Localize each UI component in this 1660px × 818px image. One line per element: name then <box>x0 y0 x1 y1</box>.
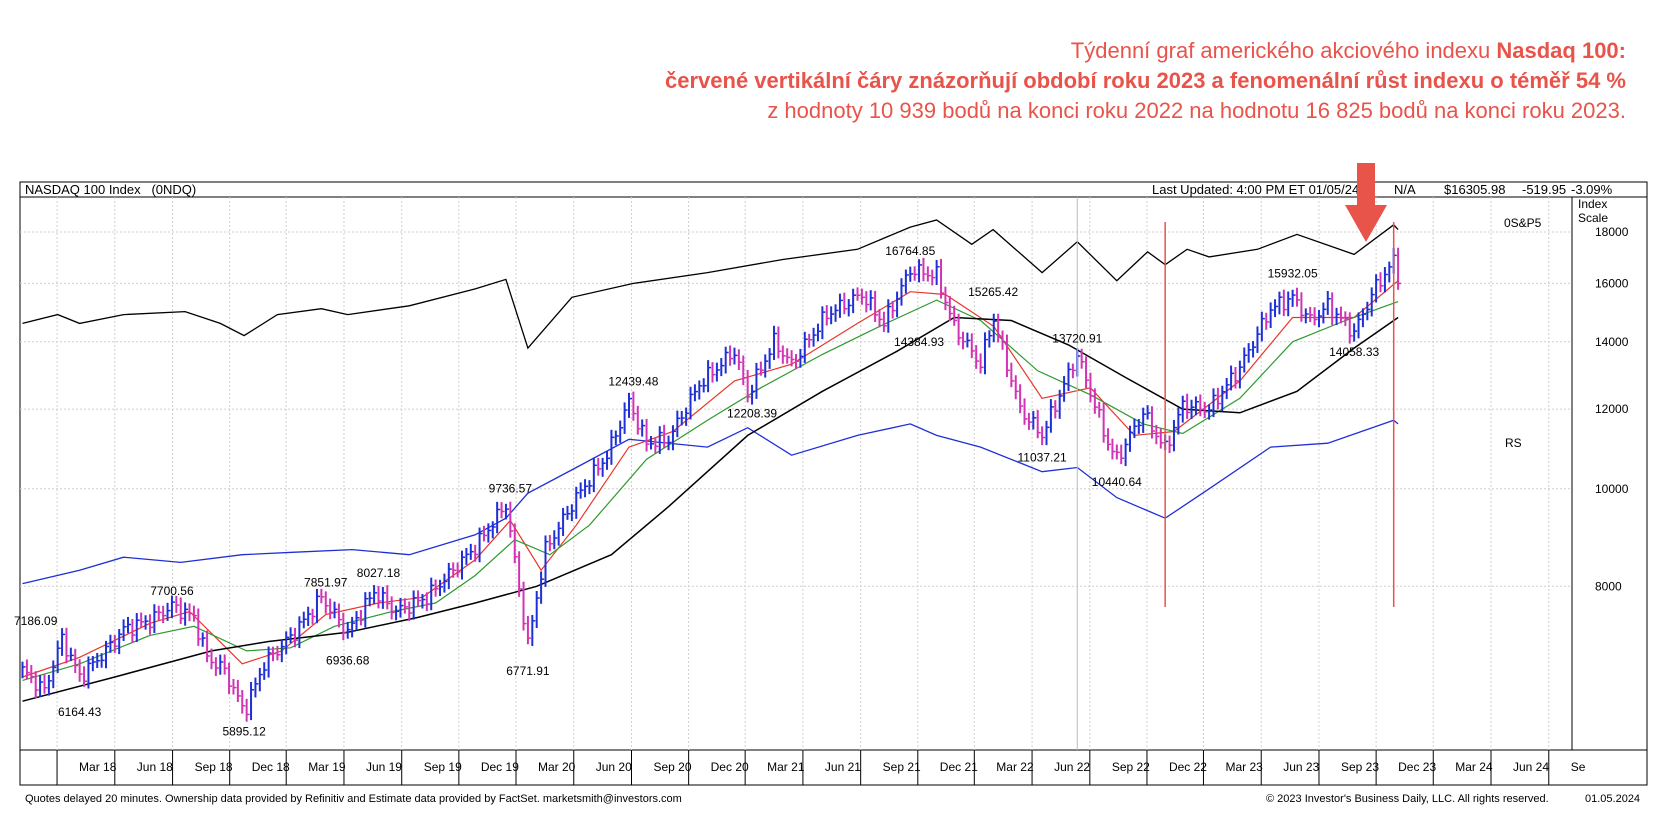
last-price: $16305.98 <box>1444 182 1505 197</box>
annotation-label: 9736.57 <box>489 481 533 495</box>
y-tick-label: 8000 <box>1595 579 1622 593</box>
x-tick-label: Mar 18 <box>79 760 117 774</box>
annotation-label: 12439.48 <box>608 374 658 388</box>
index-scale-label-2: Scale <box>1578 211 1608 225</box>
caption-line1: Týdenní graf amerického akciového indexu <box>1070 38 1497 63</box>
index-scale-label-1: Index <box>1578 197 1607 211</box>
annotation-label: 11037.21 <box>1018 451 1067 465</box>
price-change-pct: -3.09% <box>1571 182 1613 197</box>
na-value: N/A <box>1394 182 1416 197</box>
footer-date: 01.05.2024 <box>1585 793 1641 805</box>
caption-line3: z hodnoty 10 939 bodů na konci roku 2022… <box>767 98 1626 123</box>
x-tick-label: Sep 20 <box>654 760 692 774</box>
x-tick-label: Sep 18 <box>195 760 233 774</box>
annotation-label: 16764.85 <box>885 244 935 258</box>
x-axis: Mar 18 Jun 18 Sep 18 Dec 18 Mar 19 Jun 19 Sep … <box>56 750 1586 785</box>
series-group <box>21 219 1402 722</box>
annotation-label: 8027.18 <box>357 566 401 580</box>
x-tick-label: Dec 18 <box>252 760 290 774</box>
footer-copyright: © 2023 Investor's Business Daily, LLC. A… <box>1266 793 1549 805</box>
rs-line <box>22 419 1399 585</box>
x-tick-label: Jun 21 <box>825 760 861 774</box>
annotation-label: 15265.42 <box>968 285 1018 299</box>
x-tick-label: Sep 21 <box>883 760 921 774</box>
x-tick-label: Dec 19 <box>481 760 519 774</box>
y-tick-label: 10000 <box>1595 482 1629 496</box>
annotation-label: 6164.43 <box>58 705 102 719</box>
chart-caption: Týdenní graf amerického akciového indexu… <box>326 36 1626 126</box>
index-title: NASDAQ 100 Index (0NDQ) <box>25 182 196 197</box>
y-tick-label: 12000 <box>1595 402 1629 416</box>
x-tick-label: Sep 22 <box>1112 760 1150 774</box>
rs-label: RS <box>1505 436 1522 450</box>
x-tick-label: Mar 19 <box>308 760 346 774</box>
last-updated: Last Updated: 4:00 PM ET 01/05/24 <box>1152 182 1359 197</box>
annotation-label: 7851.97 <box>304 575 348 589</box>
x-tick-label: Mar 22 <box>996 760 1034 774</box>
annotation-label: 14058.33 <box>1329 345 1379 359</box>
x-tick-label: Jun 24 <box>1513 760 1549 774</box>
y-tick-label: 16000 <box>1595 276 1629 290</box>
caption-line2: červené vertikální čáry znázorňují obdob… <box>665 68 1626 93</box>
price-annotations: 7186.09 6164.43 7700.56 5895.12 7851.97 6936.… <box>14 244 1379 739</box>
footer-disclaimer: Quotes delayed 20 minutes. Ownership dat… <box>25 793 682 805</box>
price-bars <box>21 247 1402 722</box>
x-tick-label: Jun 18 <box>137 760 173 774</box>
down-arrow-icon <box>1345 163 1387 242</box>
x-tick-label: Se <box>1571 760 1586 774</box>
chart-frame <box>19 181 1648 786</box>
sp500-label: 0S&P5 <box>1504 216 1542 230</box>
caption-line1-bold: Nasdaq 100: <box>1496 38 1626 63</box>
x-tick-label: Sep 19 <box>424 760 462 774</box>
x-tick-label: Jun 23 <box>1283 760 1319 774</box>
moving-average-long <box>22 316 1399 702</box>
annotation-label: 6936.68 <box>326 654 370 668</box>
vertical-markers <box>1076 197 1395 750</box>
x-tick-label: Jun 20 <box>596 760 632 774</box>
x-tick-label: Mar 21 <box>767 760 805 774</box>
price-change: -519.95 <box>1522 182 1566 197</box>
x-tick-label: Sep 23 <box>1341 760 1379 774</box>
annotation-label: 13720.91 <box>1052 332 1102 346</box>
x-tick-label: Dec 23 <box>1398 760 1436 774</box>
moving-average-mid <box>22 299 1399 681</box>
moving-average-short <box>22 280 1399 678</box>
annotation-label: 12208.39 <box>727 407 777 421</box>
x-tick-label: Dec 20 <box>711 760 749 774</box>
sp500-series <box>22 219 1399 350</box>
x-tick-label: Dec 22 <box>1169 760 1207 774</box>
annotation-label: 15932.05 <box>1268 266 1318 280</box>
annotation-label: 7186.09 <box>14 614 58 628</box>
annotation-label: 7700.56 <box>150 584 194 598</box>
annotation-label: 14384.93 <box>894 335 944 349</box>
x-tick-label: Jun 22 <box>1054 760 1090 774</box>
annotation-label: 5895.12 <box>222 725 266 739</box>
annotation-label: 6771.91 <box>506 664 550 678</box>
x-tick-label: Mar 24 <box>1455 760 1493 774</box>
x-tick-label: Mar 23 <box>1225 760 1263 774</box>
y-axis: 8000 10000 12000 14000 16000 18000 <box>1595 225 1629 593</box>
x-tick-label: Dec 21 <box>940 760 978 774</box>
grid-lines <box>20 197 1572 750</box>
y-tick-label: 14000 <box>1595 335 1629 349</box>
x-tick-label: Mar 20 <box>538 760 576 774</box>
x-tick-label: Jun 19 <box>366 760 402 774</box>
annotation-label: 10440.64 <box>1092 475 1142 489</box>
y-tick-label: 18000 <box>1595 225 1629 239</box>
